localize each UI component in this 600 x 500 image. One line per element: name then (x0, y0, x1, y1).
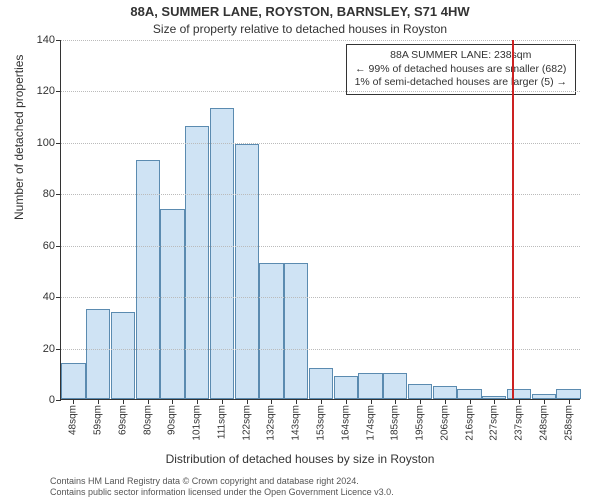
histogram-bar (61, 363, 85, 399)
y-tick-mark (56, 194, 61, 195)
x-tick-label: 174sqm (365, 405, 376, 441)
y-tick-mark (56, 349, 61, 350)
histogram-bar (111, 312, 135, 399)
x-tick-mark (544, 399, 545, 404)
histogram-bar (408, 384, 432, 399)
x-tick-label: 206sqm (439, 405, 450, 441)
x-tick-label: 227sqm (489, 405, 500, 441)
histogram-bar (284, 263, 308, 399)
x-tick-label: 153sqm (316, 405, 327, 441)
y-tick-label: 80 (43, 188, 55, 200)
x-tick-mark (148, 399, 149, 404)
x-tick-mark (271, 399, 272, 404)
grid-line (61, 194, 580, 195)
x-tick-mark (73, 399, 74, 404)
chart-subtitle: Size of property relative to detached ho… (0, 22, 600, 36)
y-tick-label: 40 (43, 291, 55, 303)
x-tick-label: 59sqm (93, 405, 104, 435)
x-tick-label: 111sqm (216, 405, 227, 439)
x-tick-mark (420, 399, 421, 404)
histogram-bar (358, 373, 382, 399)
chart-title: 88A, SUMMER LANE, ROYSTON, BARNSLEY, S71… (0, 4, 600, 19)
x-tick-mark (569, 399, 570, 404)
histogram-bar (235, 144, 259, 399)
y-tick-mark (56, 143, 61, 144)
x-tick-label: 185sqm (390, 405, 401, 441)
y-tick-label: 60 (43, 240, 55, 252)
chart-container: 88A, SUMMER LANE, ROYSTON, BARNSLEY, S71… (0, 0, 600, 500)
grid-line (61, 297, 580, 298)
y-tick-label: 140 (37, 34, 55, 46)
grid-line (61, 91, 580, 92)
x-tick-mark (321, 399, 322, 404)
x-tick-label: 248sqm (538, 405, 549, 441)
x-tick-label: 80sqm (142, 405, 153, 435)
x-tick-mark (123, 399, 124, 404)
reference-line (512, 40, 514, 399)
x-tick-label: 69sqm (117, 405, 128, 435)
x-tick-label: 90sqm (167, 405, 178, 435)
x-tick-mark (197, 399, 198, 404)
histogram-bar (136, 160, 160, 399)
legend-box: 88A SUMMER LANE: 238sqm ← 99% of detache… (346, 44, 576, 95)
x-tick-label: 143sqm (291, 405, 302, 441)
histogram-bar (160, 209, 184, 399)
x-tick-label: 237sqm (514, 405, 525, 441)
y-tick-mark (56, 400, 61, 401)
histogram-bar (507, 389, 531, 399)
x-tick-mark (346, 399, 347, 404)
footer-line-1: Contains HM Land Registry data © Crown c… (50, 476, 394, 487)
y-tick-label: 120 (37, 85, 55, 97)
y-tick-label: 20 (43, 343, 55, 355)
x-tick-mark (494, 399, 495, 404)
x-tick-label: 48sqm (68, 405, 79, 435)
x-tick-label: 216sqm (464, 405, 475, 441)
histogram-bar (185, 126, 209, 399)
y-tick-label: 0 (49, 394, 55, 406)
histogram-bar (457, 389, 481, 399)
grid-line (61, 349, 580, 350)
x-tick-mark (395, 399, 396, 404)
histogram-bar (334, 376, 358, 399)
x-tick-label: 122sqm (241, 405, 252, 441)
x-tick-mark (445, 399, 446, 404)
x-tick-mark (371, 399, 372, 404)
grid-line (61, 40, 580, 41)
y-tick-mark (56, 40, 61, 41)
histogram-bar (433, 386, 457, 399)
x-tick-mark (222, 399, 223, 404)
histogram-bar (86, 309, 110, 399)
x-tick-mark (519, 399, 520, 404)
x-tick-label: 195sqm (415, 405, 426, 441)
y-tick-mark (56, 297, 61, 298)
y-tick-mark (56, 91, 61, 92)
legend-line-1: 88A SUMMER LANE: 238sqm (355, 49, 567, 63)
x-tick-mark (247, 399, 248, 404)
histogram-bar (309, 368, 333, 399)
y-tick-label: 100 (37, 137, 55, 149)
y-tick-mark (56, 246, 61, 247)
x-tick-mark (172, 399, 173, 404)
footer-text: Contains HM Land Registry data © Crown c… (50, 476, 394, 498)
histogram-bar (259, 263, 283, 399)
legend-line-2: ← 99% of detached houses are smaller (68… (355, 63, 567, 77)
plot-area: 88A SUMMER LANE: 238sqm ← 99% of detache… (60, 40, 580, 400)
x-tick-label: 101sqm (192, 405, 203, 441)
histogram-bar (383, 373, 407, 399)
histogram-bar (556, 389, 580, 399)
grid-line (61, 143, 580, 144)
x-tick-label: 132sqm (266, 405, 277, 441)
histogram-bar (210, 108, 234, 399)
footer-line-2: Contains public sector information licen… (50, 487, 394, 498)
legend-line-3: 1% of semi-detached houses are larger (5… (355, 76, 567, 90)
x-tick-mark (470, 399, 471, 404)
grid-line (61, 246, 580, 247)
x-tick-mark (296, 399, 297, 404)
x-tick-label: 258sqm (563, 405, 574, 441)
x-axis-label: Distribution of detached houses by size … (0, 452, 600, 466)
x-tick-label: 164sqm (340, 405, 351, 441)
x-tick-mark (98, 399, 99, 404)
y-axis-label: Number of detached properties (12, 55, 26, 220)
